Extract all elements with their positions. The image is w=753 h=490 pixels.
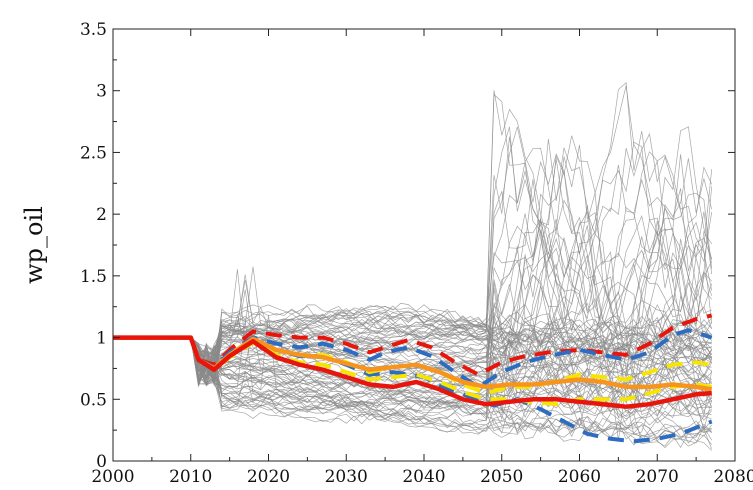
ensemble-trace [113, 337, 712, 431]
ensemble-trace [113, 316, 712, 386]
ensemble-trace [113, 135, 713, 377]
x-tick-label: 2060 [558, 467, 601, 487]
ensemble-trace [113, 313, 712, 356]
x-tick-label: 2040 [402, 467, 445, 487]
y-tick-label: 3.5 [80, 20, 107, 40]
ensemble-trace [113, 312, 712, 374]
y-axis-title: wp_oil [20, 206, 48, 284]
y-tick-label: 0 [96, 452, 107, 472]
ensemble-trace [113, 213, 713, 387]
ensemble-trace [113, 302, 712, 366]
axis-ticks: 2000 2010 2020 2030 2040 2050 2060 2070 2080 0 0.5… [80, 20, 753, 487]
x-tick-label: 2050 [480, 467, 523, 487]
ensemble-trace [113, 337, 713, 434]
x-tick-label: 2020 [247, 467, 290, 487]
x-tick-label: 2000 [91, 467, 134, 487]
ensemble-trace [113, 337, 712, 421]
series-line-7 [113, 335, 712, 409]
ensemble-trace [113, 151, 713, 382]
x-tick-label: 2080 [713, 467, 753, 487]
ensemble-trace [113, 337, 712, 392]
y-tick-label: 1 [96, 329, 107, 349]
y-tick-label: 3 [96, 82, 107, 102]
y-tick-label: 0.5 [80, 390, 107, 410]
ensemble-trace [113, 256, 712, 418]
ensemble-trace [113, 320, 713, 403]
y-tick-label: 1.5 [80, 267, 107, 287]
ensemble-trace [113, 304, 712, 386]
ensemble-trace [113, 85, 713, 370]
ensemble-traces [113, 81, 713, 451]
y-tick-label: 2 [96, 205, 107, 225]
ensemble-trace [113, 136, 713, 377]
ensemble-trace [113, 281, 712, 415]
ensemble-trace [113, 305, 712, 387]
y-tick-label: 2.5 [80, 143, 107, 163]
highlight-series [113, 313, 713, 444]
ensemble-trace [113, 337, 712, 439]
ensemble-trace [113, 319, 712, 381]
ensemble-trace [113, 126, 712, 377]
x-tick-label: 2010 [169, 467, 212, 487]
series-line-1 [113, 313, 713, 377]
x-tick-label: 2070 [636, 467, 679, 487]
x-tick-label: 2030 [325, 467, 368, 487]
ensemble-trace [113, 237, 712, 382]
ensemble-trace [113, 337, 712, 449]
